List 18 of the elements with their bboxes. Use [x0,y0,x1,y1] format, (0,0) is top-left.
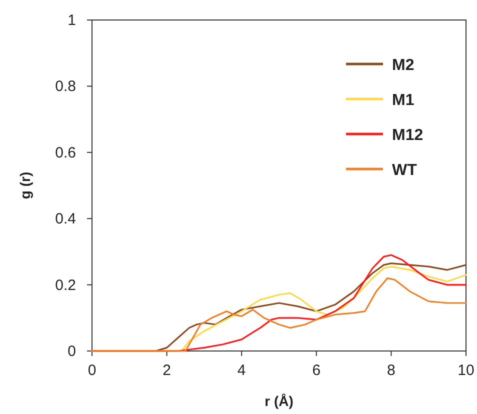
legend-label: M1 [392,92,414,109]
y-tick-label: 0.4 [55,210,76,228]
legend-label: WT [392,162,418,179]
x-tick-label: 0 [88,362,96,379]
x-tick-label: 6 [312,362,321,379]
y-tick-label: 0.2 [55,276,76,294]
x-tick-label: 10 [458,362,474,379]
y-tick-label: 0 [68,343,76,360]
y-tick-label: 1 [68,12,76,29]
legend-label: M2 [392,57,414,74]
legend-label: M12 [392,127,424,144]
x-tick-label: 4 [237,362,246,379]
x-axis-title: r (Å) [264,393,294,409]
y-tick-label: 0.6 [55,144,76,162]
x-tick-label: 8 [387,362,396,379]
x-tick-label: 2 [162,362,171,379]
y-axis-title: g (r) [17,172,33,200]
y-tick-label: 0.8 [55,78,76,96]
